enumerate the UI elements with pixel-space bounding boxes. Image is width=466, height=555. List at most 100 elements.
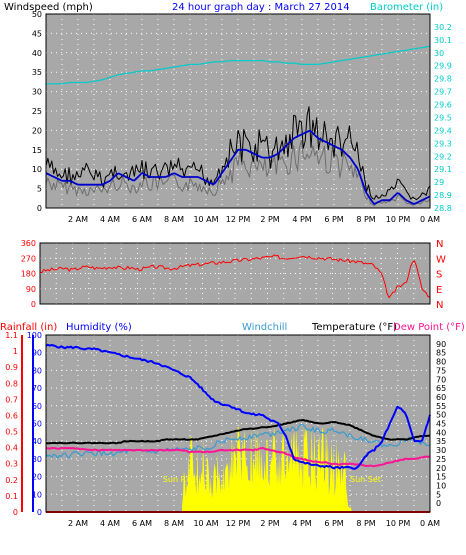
x-tick-label: 12 PM bbox=[226, 519, 251, 528]
windspeed-tick-label: 25 bbox=[32, 107, 42, 116]
humidity-tick-label: 60 bbox=[32, 402, 42, 411]
x-tick-label: 8 AM bbox=[164, 519, 184, 528]
chart-title: 24 hour graph day : March 27 2014 bbox=[172, 2, 350, 13]
windspeed-tick-label: 5 bbox=[37, 185, 42, 194]
windspeed-gust-series bbox=[45, 106, 431, 201]
barometer-tick-label: 29.4 bbox=[434, 126, 452, 135]
x-tick-label: 0 AM bbox=[420, 519, 440, 528]
wind-plot-area bbox=[46, 14, 430, 208]
x-tick-label: 8 PM bbox=[356, 215, 375, 224]
rainfall-tick-label: 0 bbox=[13, 508, 18, 517]
windchill-axis-label: Windchill bbox=[242, 322, 287, 333]
wind-direction-series bbox=[39, 254, 431, 299]
rainfall-tick-label: 0.5 bbox=[5, 428, 18, 437]
barometer-tick-label: 29 bbox=[434, 178, 444, 187]
windspeed-tick-label: 30 bbox=[32, 88, 42, 97]
dewpoint-axis-label: Dew Point (°F) bbox=[393, 322, 465, 333]
humidity-tick-label: 40 bbox=[32, 437, 42, 446]
windspeed-tick-label: 45 bbox=[32, 29, 42, 38]
x-tick-label: 0 AM bbox=[420, 215, 440, 224]
windspeed-low-series bbox=[45, 139, 431, 207]
temperature-tick-label: 45 bbox=[436, 420, 446, 429]
wind-frame bbox=[45, 13, 431, 209]
windspeed-tick-label: 40 bbox=[32, 49, 42, 58]
temperature-tick-label: 30 bbox=[436, 446, 446, 455]
x-tick-label: 10 AM bbox=[193, 215, 218, 224]
temperature-tick-label: 55 bbox=[436, 402, 446, 411]
barometer-tick-label: 29.9 bbox=[434, 62, 452, 71]
temperature-tick-label: 20 bbox=[436, 464, 446, 473]
x-tick-label: 2 AM bbox=[68, 519, 88, 528]
x-tick-label: 8 AM bbox=[164, 215, 184, 224]
wind-axes: 2 AM 4 AM 6 AM 8 AM 10 AM 12 PM 2 PM 4 PM 6 PM 8 … bbox=[32, 10, 452, 224]
humidity-tick-label: 0 bbox=[37, 508, 42, 517]
x-tick-label: 6 PM bbox=[324, 215, 343, 224]
barometer-tick-label: 30.2 bbox=[434, 23, 452, 32]
windspeed-tick-label: 20 bbox=[32, 126, 42, 135]
x-tick-label: 12 PM bbox=[226, 215, 251, 224]
rainfall-tick-label: 0.1 bbox=[5, 492, 18, 501]
temp-axes: 2 AM 4 AM 6 AM 8 AM 10 AM 12 PM 2 PM 4 PM 6 PM 8 … bbox=[5, 331, 446, 528]
barometer-tick-label: 28.8 bbox=[434, 204, 452, 213]
humidity-tick-label: 70 bbox=[32, 384, 42, 393]
barometer-tick-label: 28.9 bbox=[434, 191, 452, 200]
wind-series bbox=[45, 45, 431, 207]
temperature-tick-label: 40 bbox=[436, 428, 446, 437]
temperature-tick-label: 70 bbox=[436, 375, 446, 384]
compass-tick-label: E bbox=[436, 285, 442, 296]
barometer-tick-label: 30.1 bbox=[434, 36, 452, 45]
x-tick-label: 2 PM bbox=[260, 215, 279, 224]
temperature-tick-label: 85 bbox=[436, 349, 446, 358]
humidity-tick-label: 10 bbox=[32, 490, 42, 499]
windspeed-axis-label: Windspeed (mph) bbox=[4, 2, 93, 13]
temperature-humidity-panel: Sun Rise Sun Set 2 AM 4 AM 6 AM 8 AM 10 AM 12 … bbox=[0, 322, 465, 528]
rainfall-tick-label: 0.2 bbox=[5, 476, 18, 485]
x-tick-label: 4 PM bbox=[292, 215, 311, 224]
x-tick-label: 2 AM bbox=[68, 215, 88, 224]
x-tick-label: 2 PM bbox=[260, 519, 279, 528]
dewpoint-series bbox=[46, 446, 431, 468]
windchill-series bbox=[45, 424, 431, 459]
temperature-tick-label: 5 bbox=[436, 490, 441, 499]
temperature-tick-label: 90 bbox=[436, 340, 446, 349]
direction-tick-label: 270 bbox=[21, 254, 36, 263]
temperature-tick-label: 15 bbox=[436, 473, 446, 482]
temperature-series bbox=[46, 419, 431, 445]
rainfall-tick-label: 0.7 bbox=[5, 395, 18, 404]
temperature-tick-label: 80 bbox=[436, 358, 446, 367]
windspeed-tick-label: 35 bbox=[32, 68, 42, 77]
rainfall-tick-label: 1.1 bbox=[5, 331, 18, 340]
wind-barometer-panel: 2 AM 4 AM 6 AM 8 AM 10 AM 12 PM 2 PM 4 PM 6 PM 8 … bbox=[4, 2, 452, 224]
barometer-tick-label: 29.5 bbox=[434, 113, 452, 122]
direction-series bbox=[39, 254, 431, 299]
rainfall-axis-label: Rainfall (in) bbox=[0, 322, 57, 333]
humidity-tick-label: 100 bbox=[27, 331, 42, 340]
rainfall-tick-label: 0.4 bbox=[5, 444, 18, 453]
windspeed-tick-label: 0 bbox=[37, 204, 42, 213]
x-tick-label: 10 PM bbox=[386, 215, 411, 224]
windspeed-average-series bbox=[45, 129, 431, 205]
x-tick-label: 10 PM bbox=[386, 519, 411, 528]
humidity-axis-label: Humidity (%) bbox=[66, 322, 132, 333]
x-tick-label: 6 AM bbox=[132, 519, 152, 528]
rainfall-tick-label: 0.9 bbox=[5, 363, 18, 372]
barometer-tick-label: 29.1 bbox=[434, 165, 452, 174]
direction-tick-label: 180 bbox=[21, 270, 36, 279]
humidity-tick-label: 80 bbox=[32, 366, 42, 375]
windspeed-tick-label: 15 bbox=[32, 146, 42, 155]
barometer-tick-label: 29.6 bbox=[434, 101, 452, 110]
x-tick-label: 10 AM bbox=[193, 519, 218, 528]
direction-tick-label: 360 bbox=[21, 239, 36, 248]
humidity-tick-label: 30 bbox=[32, 455, 42, 464]
humidity-series bbox=[45, 343, 431, 470]
compass-tick-label: N bbox=[436, 300, 443, 311]
x-tick-label: 6 AM bbox=[132, 215, 152, 224]
temperature-tick-label: 35 bbox=[436, 437, 446, 446]
temp-grid bbox=[46, 335, 430, 512]
barometer-axis-label: Barometer (in) bbox=[370, 2, 443, 13]
barometer-tick-label: 29.2 bbox=[434, 152, 452, 161]
